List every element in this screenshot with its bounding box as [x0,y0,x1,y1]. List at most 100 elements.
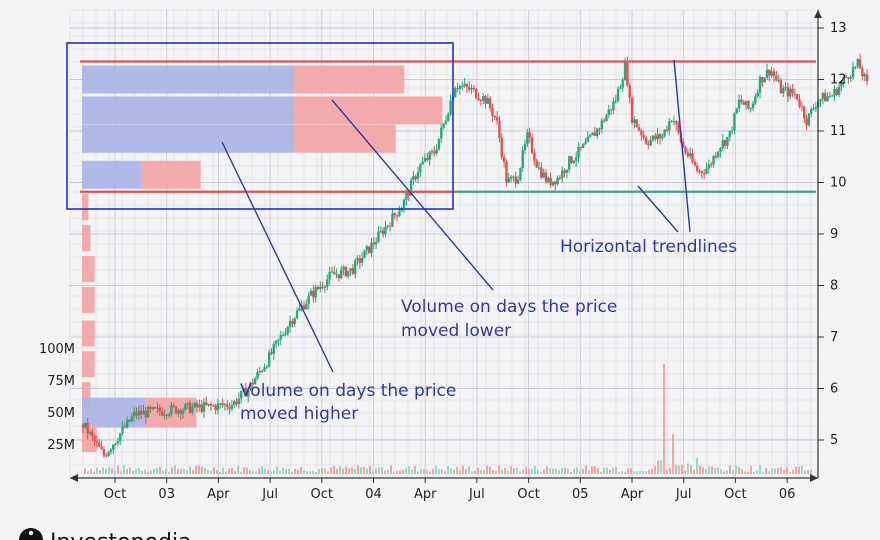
candle-body [828,95,832,97]
volume-down-bar [82,382,91,409]
candle-body [86,422,89,434]
volume-bar [777,468,779,474]
candle-body [623,62,627,81]
volume-bar [636,471,638,474]
volume-bar [393,471,395,474]
candle-body [709,164,713,166]
candle-body [326,279,329,287]
candle-body [747,100,750,109]
candle-body [742,102,745,105]
candle-body [230,405,234,409]
candle-body [849,77,852,79]
candle-body [144,410,148,418]
candle-body [219,403,222,405]
candle-body [98,442,101,447]
volume-bar [219,471,221,474]
volume-bar [729,465,731,474]
candle-body [312,290,315,298]
volume-bar [303,470,305,474]
candle-body [670,121,673,123]
candle-body [730,130,734,132]
volume-bar [501,469,503,474]
candle-body [358,258,362,263]
candle-body [737,99,741,109]
volume-bar [390,465,392,474]
candle-body [321,286,324,288]
candle-body [500,137,503,158]
volume-bar [720,468,722,474]
candle-body [186,402,189,405]
candle-body [684,147,687,153]
candle-body [754,96,757,104]
candle-body [416,172,420,179]
candle-body [437,138,441,150]
candle-body [663,129,666,136]
pointer-line-higher [221,141,334,373]
candle-body [470,88,473,90]
candle-body [526,132,529,144]
volume-bar [399,470,401,474]
volume-bar [336,468,338,474]
candle-body [628,84,631,98]
brand-name: Investopedia [50,530,192,540]
volume-bar [186,470,188,474]
candle-body [791,88,794,94]
volume-bar [801,465,803,474]
candle-body [584,142,587,145]
candle-body [337,274,341,279]
candle-body [244,388,248,397]
volume-bar [315,471,317,474]
volume-bar [357,465,359,474]
candle-body [523,143,527,151]
candle-body [388,225,392,227]
volume-bar [435,465,437,474]
volume-bar [276,466,278,474]
volume-bar [237,465,239,474]
volume-bar [495,471,497,474]
volume-bar [480,470,482,474]
volume-bar [213,467,215,474]
volume-bar [678,465,680,474]
candle-body [91,432,94,437]
candle-body [675,121,678,124]
candle-body [221,403,224,406]
candle-body [858,59,862,69]
candle-body [514,176,517,184]
pointer-line-trend-right [673,59,691,233]
volume-bar [177,468,179,474]
volume-bar [411,469,413,474]
candle-body [160,411,164,416]
volume-bar [471,471,473,474]
volume-bar [441,469,443,474]
volume-bar [147,471,149,474]
candle-body [260,371,264,373]
candle-body [286,326,289,334]
volume-bar [453,469,455,474]
candle-body [691,153,694,162]
candle-body [551,181,555,186]
volume-bar [606,467,608,474]
candle-body [156,407,159,409]
candle-body [726,136,729,146]
candle-body [386,225,389,227]
volume-bar [765,468,767,474]
volume-bar [192,470,194,474]
volume-bar [615,467,617,474]
candle-body [467,86,471,90]
candle-body [265,366,268,368]
candle-body [342,266,345,270]
candle-body [465,84,469,87]
volume-bar [396,470,398,474]
volume-bar [417,471,419,474]
volume-bar [114,470,116,474]
volume-bar [267,470,269,474]
volume-bar [603,467,605,474]
candle-body [479,100,483,102]
volume-bar [402,469,404,474]
candle-body [705,168,708,174]
candle-body [139,410,143,415]
candle-body [360,258,364,263]
volume-bar [372,471,374,474]
volume-bar [327,471,329,474]
volume-bar [285,469,287,474]
